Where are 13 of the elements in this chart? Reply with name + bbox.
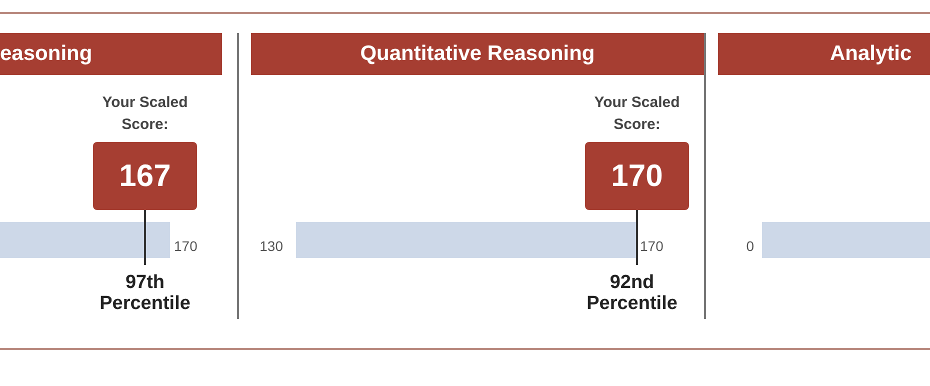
text: Your Scaled Score: [593, 93, 681, 135]
text: 97th Percentile [100, 272, 190, 314]
text: 92nd Percentile [586, 272, 678, 314]
text: Your Scaled Score: [101, 93, 189, 135]
text: 130 [260, 238, 283, 254]
data-label: 170 [585, 142, 689, 210]
text: 170 [174, 238, 198, 254]
text: 170 [640, 238, 664, 254]
text: Quantitative Reasoning [251, 33, 704, 75]
text: easoning [0, 33, 222, 75]
text: Analytic [718, 33, 930, 75]
data-label: 167 [93, 142, 197, 210]
text: 0 [746, 238, 754, 254]
